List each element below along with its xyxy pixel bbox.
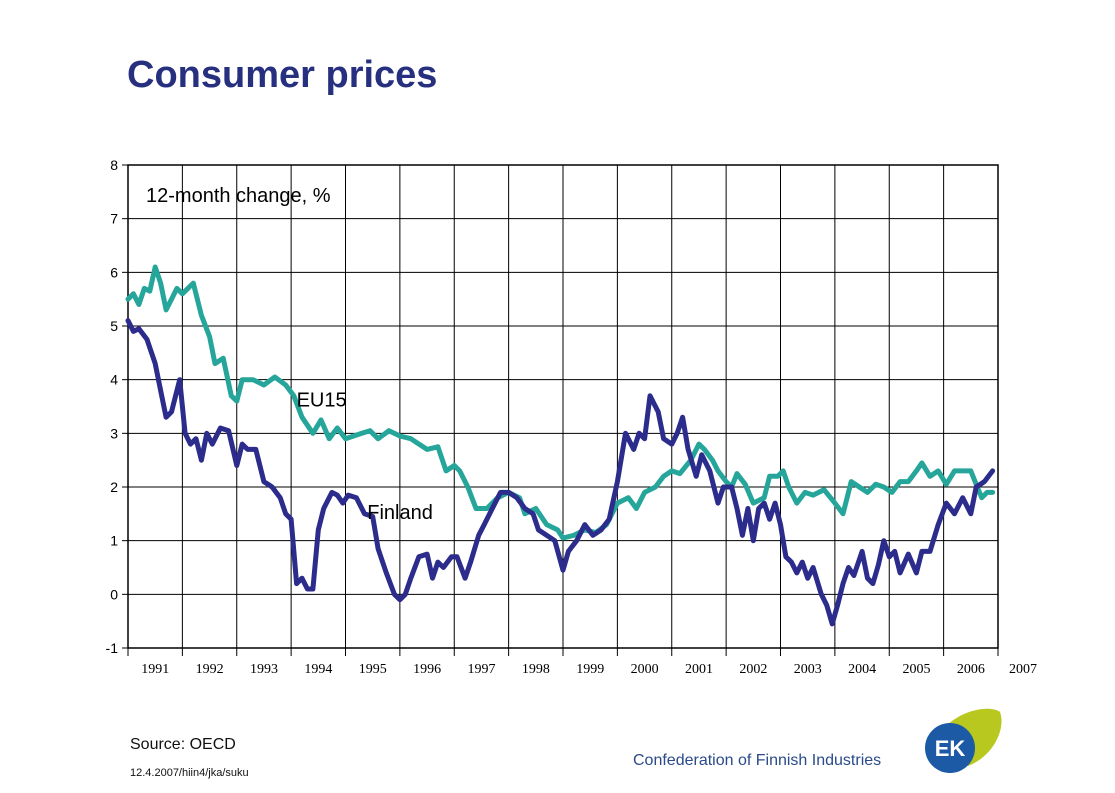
x-tick-label: 1997 xyxy=(467,662,495,677)
footnote: 12.4.2007/hiin4/jka/suku xyxy=(130,767,249,779)
organization-name: Confederation of Finnish Industries xyxy=(633,752,882,769)
y-tick-label: 6 xyxy=(110,264,118,280)
x-tick-label: 1996 xyxy=(413,662,441,677)
x-tick-label: 1991 xyxy=(141,662,169,677)
series-line-eu15 xyxy=(125,264,996,541)
y-tick-label: -1 xyxy=(106,640,119,656)
y-tick-label: 8 xyxy=(110,157,118,173)
y-tick-label: 3 xyxy=(110,425,118,441)
x-tick-label: 2004 xyxy=(848,662,876,677)
annotation-finland: Finland xyxy=(367,502,433,524)
x-tick-label: 2002 xyxy=(739,662,767,677)
x-tick-label: 1994 xyxy=(304,662,332,677)
x-tick-label: 2005 xyxy=(902,662,930,677)
annotation-eu15: EU15 xyxy=(297,390,347,412)
y-tick-label: 2 xyxy=(110,479,118,495)
y-tick-label: 5 xyxy=(110,318,118,334)
y-tick-label: 0 xyxy=(110,586,118,602)
ek-logo: EK xyxy=(925,708,1002,773)
source-label: Source: OECD xyxy=(130,736,236,753)
x-tick-label: 1995 xyxy=(359,662,387,677)
x-tick-label: 1999 xyxy=(576,662,604,677)
x-tick-label: 2003 xyxy=(794,662,822,677)
y-tick-label: 7 xyxy=(110,211,118,227)
series-line-finland xyxy=(125,318,996,627)
x-tick-label: 1992 xyxy=(196,662,224,677)
svg-text:EK: EK xyxy=(935,736,966,761)
plot-frame xyxy=(127,164,999,649)
y-tick-label: 4 xyxy=(110,372,118,388)
x-tick-label: 2001 xyxy=(685,662,713,677)
line-chart: -1 0 1 2 3 4 5 6 7 8 1991 1992 1993 1994 1995 1996 1997 1… xyxy=(106,157,1037,677)
x-tick-label: 2000 xyxy=(631,662,659,677)
x-tick-label: 2007 xyxy=(1009,662,1037,677)
slide-title: Consumer prices xyxy=(127,54,438,96)
y-tick-label: 1 xyxy=(110,533,118,549)
x-tick-label: 1998 xyxy=(522,662,550,677)
chart-subtitle: 12-month change, % xyxy=(146,185,331,207)
x-tick-label: 1993 xyxy=(250,662,278,677)
x-tick-label: 2006 xyxy=(957,662,985,677)
